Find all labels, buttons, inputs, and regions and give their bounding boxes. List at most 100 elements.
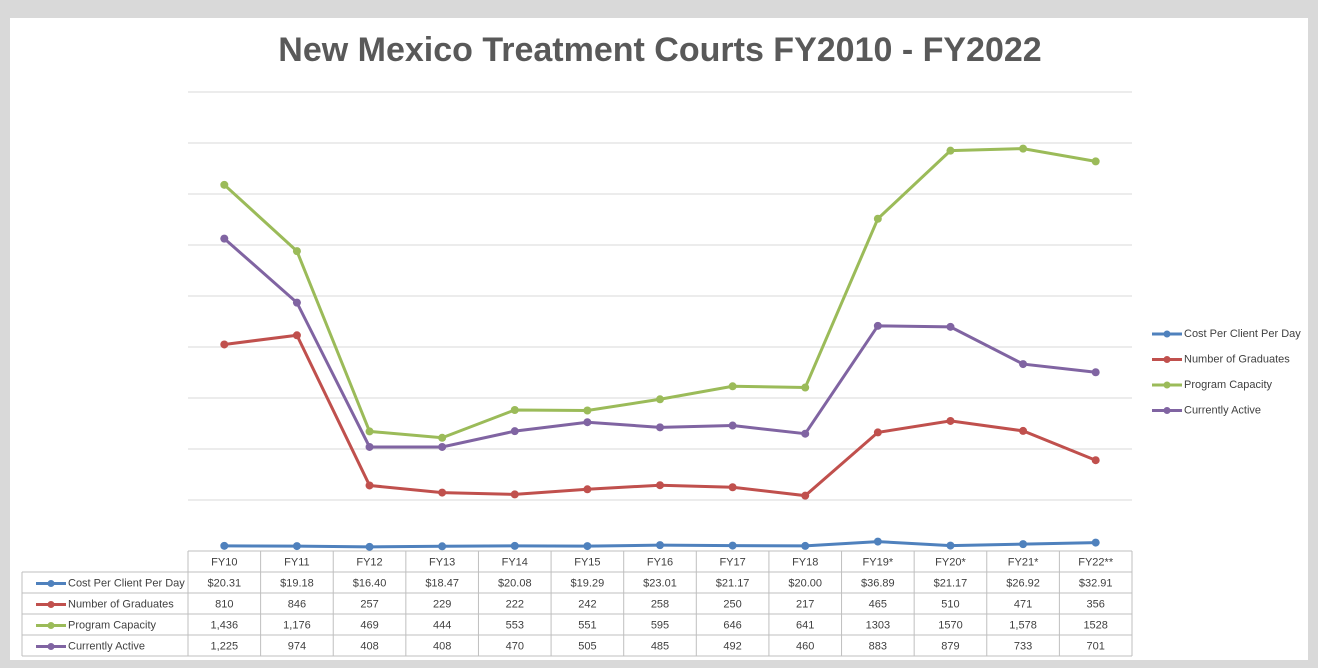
data-point [292, 331, 301, 340]
x-tick-label: FY12 [356, 556, 382, 568]
data-point [365, 427, 374, 436]
x-tick-label: FY15 [574, 556, 600, 568]
x-tick-label: FY10 [211, 556, 237, 568]
data-point [1091, 538, 1100, 547]
data-point [220, 541, 229, 550]
data-point [1091, 368, 1100, 377]
table-cell: 444 [433, 619, 451, 631]
data-point [1019, 426, 1028, 435]
table-cell: 250 [723, 598, 741, 610]
data-point [728, 382, 737, 391]
table-row-label: Number of Graduates [68, 598, 174, 610]
data-point [438, 433, 447, 442]
table-cell: 471 [1014, 598, 1032, 610]
table-cell: 356 [1087, 598, 1105, 610]
data-point [946, 322, 955, 331]
table-cell: 1,578 [1009, 619, 1037, 631]
table-legend-marker [47, 601, 55, 608]
data-point [873, 214, 882, 223]
table-cell: 1,176 [283, 619, 311, 631]
table-cell: 1528 [1083, 619, 1107, 631]
table-cell: $32.91 [1079, 577, 1113, 589]
data-point [220, 180, 229, 189]
table-cell: 646 [723, 619, 741, 631]
data-point [1019, 360, 1028, 369]
table-cell: 229 [433, 598, 451, 610]
table-cell: $21.17 [934, 577, 968, 589]
x-tick-label: FY19* [863, 556, 894, 568]
data-point [656, 395, 664, 404]
x-tick-label: FY17 [719, 556, 745, 568]
data-point [873, 537, 882, 546]
table-cell: 1303 [866, 619, 890, 631]
data-point [438, 442, 447, 451]
legend-marker [1163, 407, 1171, 414]
data-point [365, 481, 374, 490]
table-cell: 460 [796, 640, 814, 652]
data-point [873, 428, 882, 437]
table-cell: 595 [651, 619, 669, 631]
table-legend-marker [47, 580, 55, 587]
table-cell: 1570 [938, 619, 962, 631]
chart-title: New Mexico Treatment Courts FY2010 - FY2… [278, 31, 1041, 69]
legend-marker [1163, 330, 1171, 338]
data-point [438, 542, 447, 551]
data-point [510, 405, 519, 414]
table-cell: 257 [360, 598, 378, 610]
table-cell: 846 [288, 598, 306, 610]
table-cell: 551 [578, 619, 596, 631]
table-cell: $36.89 [861, 577, 895, 589]
table-cell: 485 [651, 640, 669, 652]
table-cell: 879 [941, 640, 959, 652]
data-point [292, 542, 301, 551]
table-cell: 408 [360, 640, 378, 652]
table-cell: 258 [651, 598, 669, 610]
table-cell: 465 [869, 598, 887, 610]
data-point [583, 418, 592, 427]
table-cell: 701 [1087, 640, 1105, 652]
legend-label: Cost Per Client Per Day [1184, 328, 1301, 340]
table-row-label: Currently Active [68, 640, 145, 652]
data-point [583, 485, 592, 494]
data-point [1091, 157, 1100, 166]
data-point [510, 490, 519, 499]
table-cell: $16.40 [353, 577, 387, 589]
data-point [801, 429, 810, 438]
data-point [583, 542, 592, 551]
table-cell: $23.01 [643, 577, 677, 589]
data-point [510, 541, 519, 550]
data-point [946, 416, 955, 425]
x-tick-label: FY16 [647, 556, 673, 568]
table-cell: 408 [433, 640, 451, 652]
table-legend-marker [47, 622, 55, 629]
legend-label: Currently Active [1184, 404, 1261, 416]
x-tick-label: FY20* [935, 556, 966, 568]
data-point [438, 488, 447, 497]
table-cell: 974 [288, 640, 306, 652]
x-tick-label: FY18 [792, 556, 818, 568]
data-point [1019, 144, 1028, 153]
data-point [220, 234, 229, 243]
data-point [801, 541, 810, 550]
legend-label: Program Capacity [1184, 379, 1273, 391]
table-cell: 810 [215, 598, 233, 610]
table-cell: $26.92 [1006, 577, 1040, 589]
data-point [292, 298, 301, 307]
data-point [728, 483, 737, 492]
table-cell: 505 [578, 640, 596, 652]
legend-label: Number of Graduates [1184, 353, 1290, 365]
table-cell: 553 [506, 619, 524, 631]
table-row-label: Cost Per Client Per Day [68, 577, 185, 589]
data-point [656, 423, 664, 432]
data-point [873, 321, 882, 330]
table-cell: 1,436 [211, 619, 239, 631]
x-tick-label: FY21* [1008, 556, 1039, 568]
table-cell: $19.18 [280, 577, 314, 589]
table-cell: 492 [723, 640, 741, 652]
table-cell: $21.17 [716, 577, 750, 589]
data-point [656, 481, 664, 490]
table-row-label: Program Capacity [68, 619, 157, 631]
data-point [220, 340, 229, 349]
data-point [801, 383, 810, 392]
